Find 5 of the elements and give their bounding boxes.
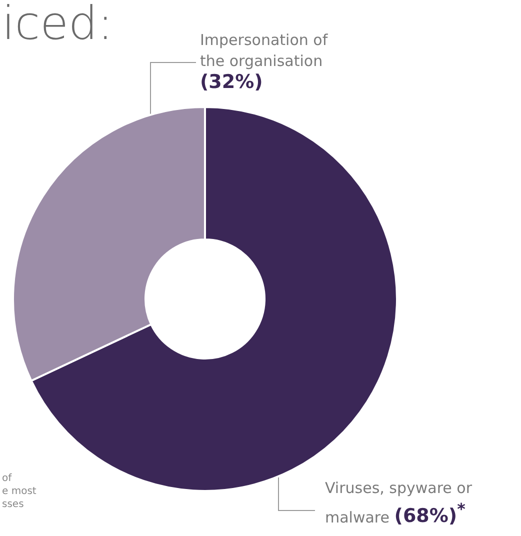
data-label: (68%)$^{*}$ — [394, 500, 466, 528]
data-label: (32%) — [200, 71, 263, 93]
chart-title: iced: — [2, 0, 114, 50]
text: of e most sses — [2, 472, 36, 511]
slice-label: Impersonation of the organisation — [200, 31, 328, 70]
